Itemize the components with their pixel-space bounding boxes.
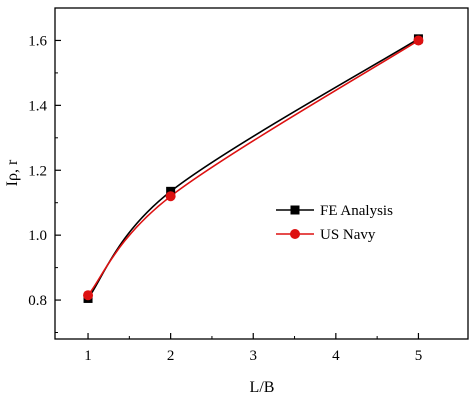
legend-label-fe-analysis: FE Analysis (320, 203, 393, 219)
x-tick-label: 4 (332, 348, 340, 364)
x-tick-label: 3 (249, 348, 257, 364)
series-line-fe-analysis (87, 38, 419, 299)
data-point-us-navy (83, 290, 94, 301)
y-tick-label: 1.2 (28, 163, 47, 179)
x-tick-label: 2 (167, 348, 175, 364)
x-tick-label: 5 (415, 348, 423, 364)
x-axis-title: L/B (250, 379, 275, 396)
series-line-us-navy (87, 39, 419, 296)
y-tick-label: 1.4 (28, 98, 47, 114)
legend-marker-fe-analysis (290, 205, 300, 215)
legend-label-us-navy: US Navy (320, 227, 376, 243)
legend: FE Analysis US Navy (276, 203, 393, 243)
plot-frame (54, 7, 469, 340)
y-axis-title: Iρ, r (4, 159, 21, 186)
legend-marker-us-navy (290, 229, 300, 239)
y-tick-label: 1.6 (28, 33, 47, 49)
y-tick-label: 1.0 (28, 228, 47, 244)
axis-ticks: 1 2 3 4 5 0.8 1.0 1.2 1.4 1.6 (28, 7, 423, 364)
data-point-us-navy (165, 191, 176, 202)
x-tick-label: 1 (84, 348, 92, 364)
series-layer (83, 34, 424, 303)
data-point-us-navy (413, 35, 424, 46)
y-tick-label: 0.8 (28, 293, 47, 309)
